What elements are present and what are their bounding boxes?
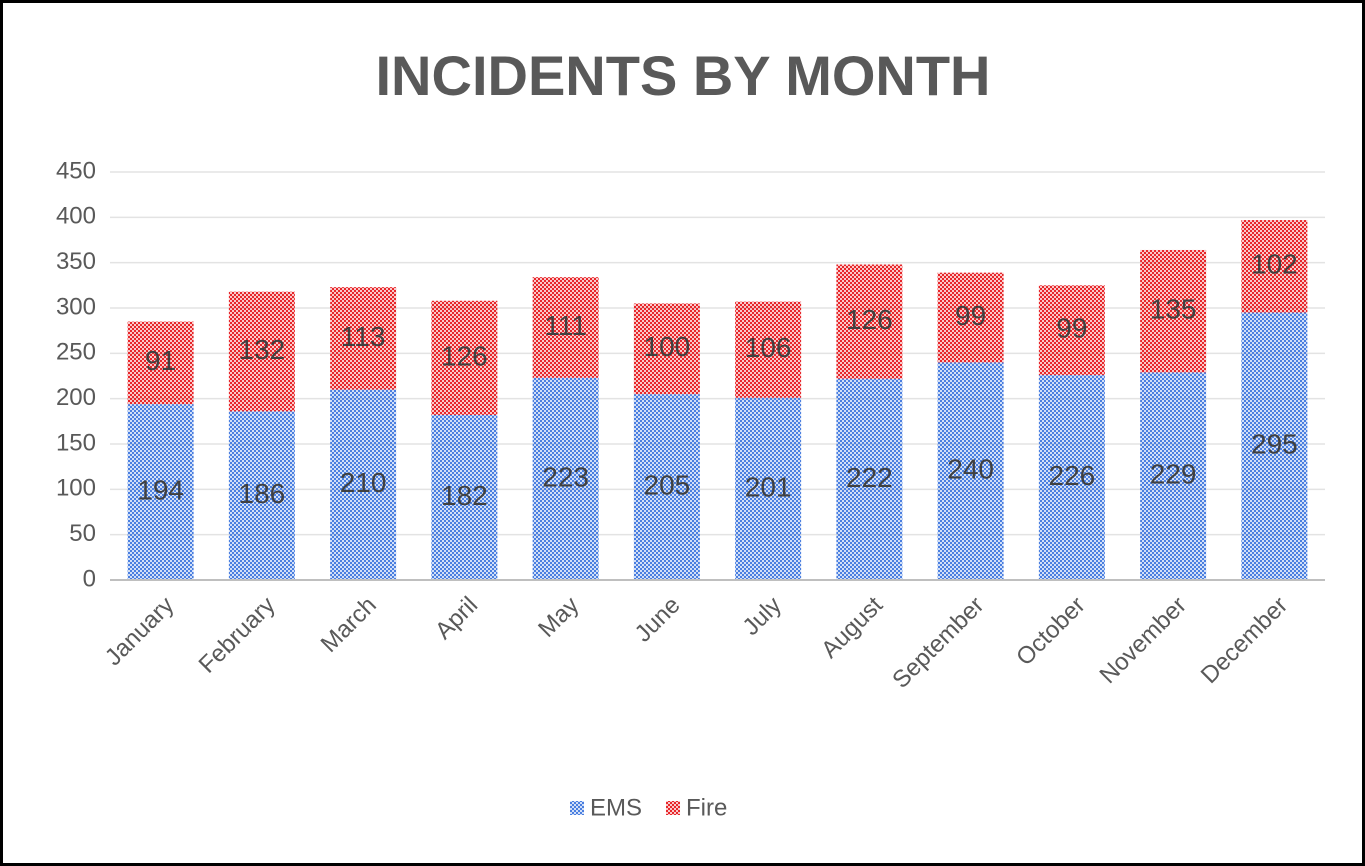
data-label: 223 (542, 461, 589, 492)
y-tick-label: 450 (56, 157, 96, 184)
bar-segment (228, 411, 295, 580)
data-label: 240 (947, 454, 994, 485)
y-tick-label: 0 (83, 565, 96, 592)
bar-segment (431, 300, 498, 415)
y-tick-label: 300 (56, 293, 96, 320)
data-label: 226 (1049, 460, 1096, 491)
bar-segment (1241, 220, 1308, 313)
y-tick-label: 150 (56, 429, 96, 456)
chart-title: INCIDENTS BY MONTH (376, 44, 991, 107)
bar-segment (228, 291, 295, 412)
data-label: 229 (1150, 459, 1197, 490)
bar-segment (1038, 375, 1105, 580)
bar-segment (1241, 312, 1308, 580)
bar-segment (937, 272, 1004, 363)
data-label: 99 (955, 300, 986, 331)
data-label: 102 (1251, 249, 1298, 280)
data-label: 100 (644, 331, 691, 362)
data-label: 111 (544, 310, 587, 341)
bar-segment (1140, 372, 1207, 580)
data-label: 126 (846, 304, 893, 335)
data-label: 126 (441, 340, 488, 371)
bar-segment (836, 264, 903, 379)
bar-segment (633, 394, 700, 580)
bar-segment (330, 389, 397, 580)
y-tick-label: 200 (56, 384, 96, 411)
bar-segment (735, 301, 802, 398)
legend-label: Fire (686, 794, 727, 821)
bar-segment (937, 362, 1004, 580)
data-label: 113 (341, 321, 386, 352)
data-label: 135 (1150, 294, 1197, 325)
data-label: 295 (1251, 429, 1298, 460)
bar-segment (633, 303, 700, 395)
legend-swatch (666, 801, 681, 815)
data-label: 99 (1056, 313, 1087, 344)
y-tick-label: 350 (56, 248, 96, 275)
bar-segment (330, 287, 397, 390)
data-label: 91 (145, 345, 176, 376)
data-label: 106 (745, 332, 792, 363)
data-label: 186 (239, 478, 286, 509)
legend-swatch (570, 801, 584, 815)
y-tick-label: 400 (56, 203, 96, 230)
data-label: 194 (137, 474, 184, 505)
bar-segment (431, 414, 498, 580)
data-label: 222 (846, 462, 893, 493)
data-label: 205 (644, 469, 691, 500)
bar-segment (127, 404, 194, 580)
bar-segment (1038, 285, 1105, 376)
bar-segment (735, 397, 802, 580)
data-label: 201 (745, 471, 792, 502)
bar-segment (532, 277, 599, 378)
data-label: 132 (239, 334, 286, 365)
bar-segment (836, 378, 903, 580)
data-label: 182 (441, 480, 488, 511)
bar-segment (127, 321, 194, 405)
bar-segment (1140, 249, 1207, 373)
bar-segment (532, 377, 599, 580)
y-tick-label: 100 (56, 475, 96, 502)
y-tick-label: 50 (69, 520, 96, 547)
data-label: 210 (340, 467, 387, 498)
legend-label: EMS (590, 794, 642, 821)
y-tick-label: 250 (56, 339, 96, 366)
